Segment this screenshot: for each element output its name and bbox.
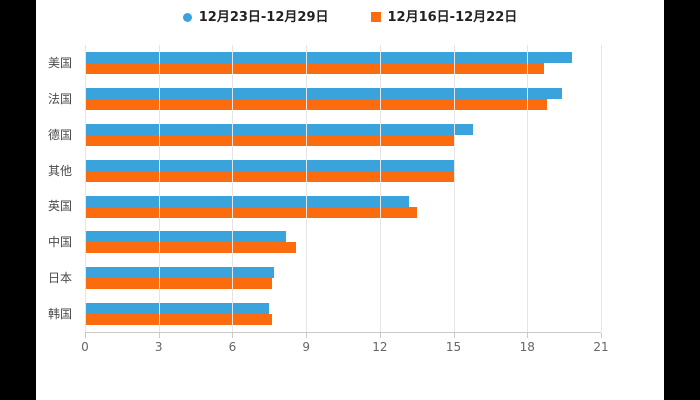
gridline	[158, 45, 160, 332]
x-axis-tick	[232, 333, 234, 338]
x-axis-tick-label: 12	[372, 340, 388, 354]
x-axis-tick	[379, 333, 381, 338]
x-axis-tick	[85, 333, 86, 338]
y-axis: 美国法国德国其他英国中国日本韩国	[36, 45, 78, 332]
x-axis-tick-label: 18	[519, 340, 535, 354]
bar[interactable]	[85, 170, 454, 182]
bar[interactable]	[85, 303, 270, 315]
bar[interactable]	[85, 87, 562, 99]
gridline	[232, 45, 234, 332]
gridline	[527, 45, 529, 332]
bar[interactable]	[85, 278, 272, 290]
x-axis-tick-label: 9	[302, 340, 310, 354]
right-letterbox	[664, 0, 700, 400]
bar[interactable]	[85, 206, 417, 218]
y-axis-label: 英国	[47, 199, 72, 214]
x-axis-tick-label: 3	[154, 340, 163, 354]
gridline	[379, 45, 381, 332]
bar[interactable]	[85, 52, 572, 63]
x-axis-tick-label: 0	[81, 340, 89, 354]
x-axis-tick-label: 21	[593, 340, 609, 354]
gridline	[453, 45, 455, 332]
bar-series	[85, 45, 601, 332]
bar[interactable]	[85, 98, 547, 110]
bar[interactable]	[85, 267, 275, 279]
legend-item-1[interactable]: 12月16日-12月22日	[370, 9, 518, 25]
square-legend-marker-icon	[370, 12, 381, 22]
gridline	[601, 45, 602, 332]
y-axis-label: 德国	[47, 127, 72, 142]
x-axis-tick	[601, 333, 602, 338]
plot-area	[85, 45, 602, 333]
legend-item-0[interactable]: 12月23日-12月29日	[182, 9, 329, 25]
y-axis-label: 法国	[47, 91, 72, 106]
legend: 12月23日-12月29日 12月16日-12月22日	[36, 6, 664, 28]
bar[interactable]	[85, 314, 272, 326]
y-axis-label: 日本	[47, 271, 72, 286]
bar[interactable]	[85, 159, 454, 171]
x-axis: 0 3 6 9 12 15 18 21	[81, 333, 609, 357]
bar[interactable]	[85, 63, 545, 74]
circle-legend-marker-icon	[182, 12, 192, 22]
x-axis-tick	[453, 333, 455, 338]
x-axis-tick	[527, 333, 529, 338]
y-axis-label: 美国	[47, 55, 72, 70]
bar[interactable]	[85, 134, 454, 146]
gridline	[306, 45, 308, 332]
legend-label: 12月16日-12月22日	[387, 9, 518, 25]
y-axis-label: 中国	[47, 235, 72, 250]
bar[interactable]	[85, 195, 410, 207]
gridline	[85, 45, 86, 332]
bar[interactable]	[85, 231, 287, 243]
x-axis-tick	[158, 333, 160, 338]
left-letterbox	[0, 0, 36, 400]
bar[interactable]	[85, 242, 297, 254]
bar[interactable]	[85, 123, 474, 135]
x-axis-tick-label: 15	[445, 340, 462, 354]
y-axis-label: 韩国	[47, 307, 72, 322]
x-axis-tick-label: 6	[228, 340, 237, 354]
x-axis-tick	[306, 333, 308, 338]
legend-label: 12月23日-12月29日	[198, 9, 329, 25]
y-axis-label: 其他	[47, 163, 72, 178]
